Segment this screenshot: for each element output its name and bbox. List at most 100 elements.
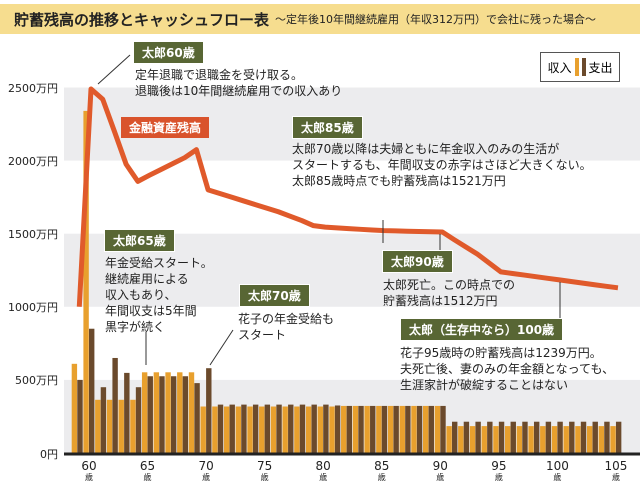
- expense-bar: [311, 404, 317, 453]
- x-tick-label: 65 歳: [133, 460, 163, 484]
- annotation-text-70: 花子の年金受給も スタート: [238, 312, 335, 342]
- income-bar: [540, 426, 546, 453]
- expense-bar: [252, 404, 259, 453]
- x-tick-label: 95 歳: [484, 460, 514, 484]
- income-bar: [83, 110, 89, 453]
- income-bar: [177, 372, 183, 453]
- annotation-label-60: 太郎60歳: [133, 41, 204, 64]
- x-tick-unit: 歳: [553, 473, 562, 482]
- x-tick-value: 90: [432, 459, 448, 473]
- income-bar: [387, 405, 394, 453]
- expense-bar: [358, 405, 364, 453]
- expense-bar: [206, 368, 212, 453]
- expense-bar: [522, 421, 528, 453]
- y-tick-label: 2000万円: [8, 155, 58, 168]
- expense-bar: [124, 372, 130, 453]
- x-tick-unit: 歳: [260, 473, 269, 482]
- income-bar: [516, 426, 523, 453]
- y-tick-label: 0円: [40, 448, 58, 461]
- income-bar: [458, 426, 464, 453]
- expense-bar: [381, 405, 388, 453]
- annotation-text-100: 花子95歳時の貯蓄残高は1239万円。 夫死亡後、妻のみの年金額となっても、 生…: [400, 346, 615, 392]
- x-tick-label: 100 歳: [542, 460, 572, 484]
- x-tick-value: 75: [257, 459, 273, 473]
- annotation-text-85: 太郎70歳以降は夫婦ともに年金収入のみの生活が スタートするも、年間収支の赤字は…: [292, 142, 592, 188]
- income-bar: [118, 399, 124, 453]
- expense-bar: [89, 328, 95, 453]
- income-bar: [212, 406, 218, 453]
- income-bar: [528, 426, 534, 453]
- annotation-text-60: 定年退職で退職金を受け取る。 退職後は10年間継続雇用での収入あり: [135, 68, 343, 98]
- y-tick-label: 500万円: [15, 374, 58, 387]
- income-bar: [259, 406, 265, 453]
- x-tick-label: 105 歳: [601, 460, 631, 484]
- expense-bar: [370, 405, 376, 453]
- expense-bar: [334, 405, 341, 453]
- expense-bar: [323, 404, 329, 453]
- expense-bar: [393, 405, 399, 453]
- expense-bar: [217, 404, 224, 453]
- expense-bar: [580, 421, 587, 453]
- income-bar: [610, 426, 616, 453]
- income-bar: [188, 372, 195, 453]
- x-tick-value: 95: [491, 459, 507, 473]
- chart-title: 貯蓄残高の推移とキャッシュフロー表: [14, 10, 270, 29]
- annotation-label-90: 太郎90歳: [382, 250, 453, 273]
- x-tick-label: 70 歳: [191, 460, 221, 484]
- income-bar: [235, 406, 242, 453]
- expense-bar: [264, 404, 271, 453]
- title-bar: 貯蓄残高の推移とキャッシュフロー表 〜定年後10年間継続雇用（年収312万円）で…: [0, 4, 640, 34]
- x-tick-label: 90 歳: [425, 460, 455, 484]
- expense-bar: [159, 376, 165, 453]
- expense-bar: [182, 376, 189, 453]
- expense-bar: [533, 421, 540, 453]
- expense-bar: [510, 421, 516, 453]
- x-tick-label: 80 歳: [308, 460, 338, 484]
- legend-income-swatch: [574, 58, 579, 76]
- income-bar: [504, 426, 511, 453]
- income-bar: [411, 405, 417, 453]
- expense-bar: [557, 421, 563, 453]
- x-tick-unit: 歳: [436, 473, 445, 482]
- chart-subtitle: 〜定年後10年間継続雇用（年収312万円）で会社に残った場合〜: [275, 13, 597, 26]
- expense-bar: [475, 421, 481, 453]
- expense-bar: [428, 405, 434, 453]
- expense-bar: [405, 405, 411, 453]
- annotation-label-65: 太郎65歳: [104, 229, 175, 252]
- income-bar: [493, 426, 499, 453]
- income-bar: [422, 405, 429, 453]
- expense-bar: [592, 421, 598, 453]
- line-label: 金融資産残高: [121, 117, 210, 138]
- income-bar: [352, 405, 359, 453]
- expense-bar: [194, 383, 200, 453]
- income-bar: [399, 405, 405, 453]
- expense-bar: [615, 421, 622, 453]
- expense-bar: [170, 376, 177, 453]
- expense-bar: [241, 404, 247, 453]
- income-bar: [130, 399, 136, 453]
- income-bar: [575, 426, 581, 453]
- annotation-label-70: 太郎70歳: [239, 284, 310, 307]
- income-bar: [341, 405, 347, 453]
- assets-line: [76, 86, 619, 307]
- expense-bar: [498, 421, 505, 453]
- income-bar: [598, 426, 605, 453]
- expense-bar: [100, 387, 107, 453]
- x-tick-value: 65: [139, 459, 156, 473]
- income-bar: [481, 426, 487, 453]
- expense-bar: [346, 405, 353, 453]
- x-tick-unit: 歳: [611, 473, 620, 482]
- x-tick-value: 70: [198, 459, 214, 473]
- expense-bar: [299, 404, 306, 453]
- income-bar: [200, 406, 206, 453]
- expense-bar: [229, 404, 235, 453]
- x-tick-unit: 歳: [143, 473, 152, 482]
- income-bar: [469, 426, 476, 453]
- legend-income-label: 収入: [547, 60, 572, 75]
- pointer-arrow: [209, 329, 234, 366]
- income-bar: [563, 426, 569, 453]
- annotation-text-65: 年金受給スタート。 継続雇用による 収入もあり、 年間収支は5年間 黒字が続く: [105, 256, 213, 334]
- x-tick-unit: 歳: [319, 473, 328, 482]
- expense-bar: [569, 421, 575, 453]
